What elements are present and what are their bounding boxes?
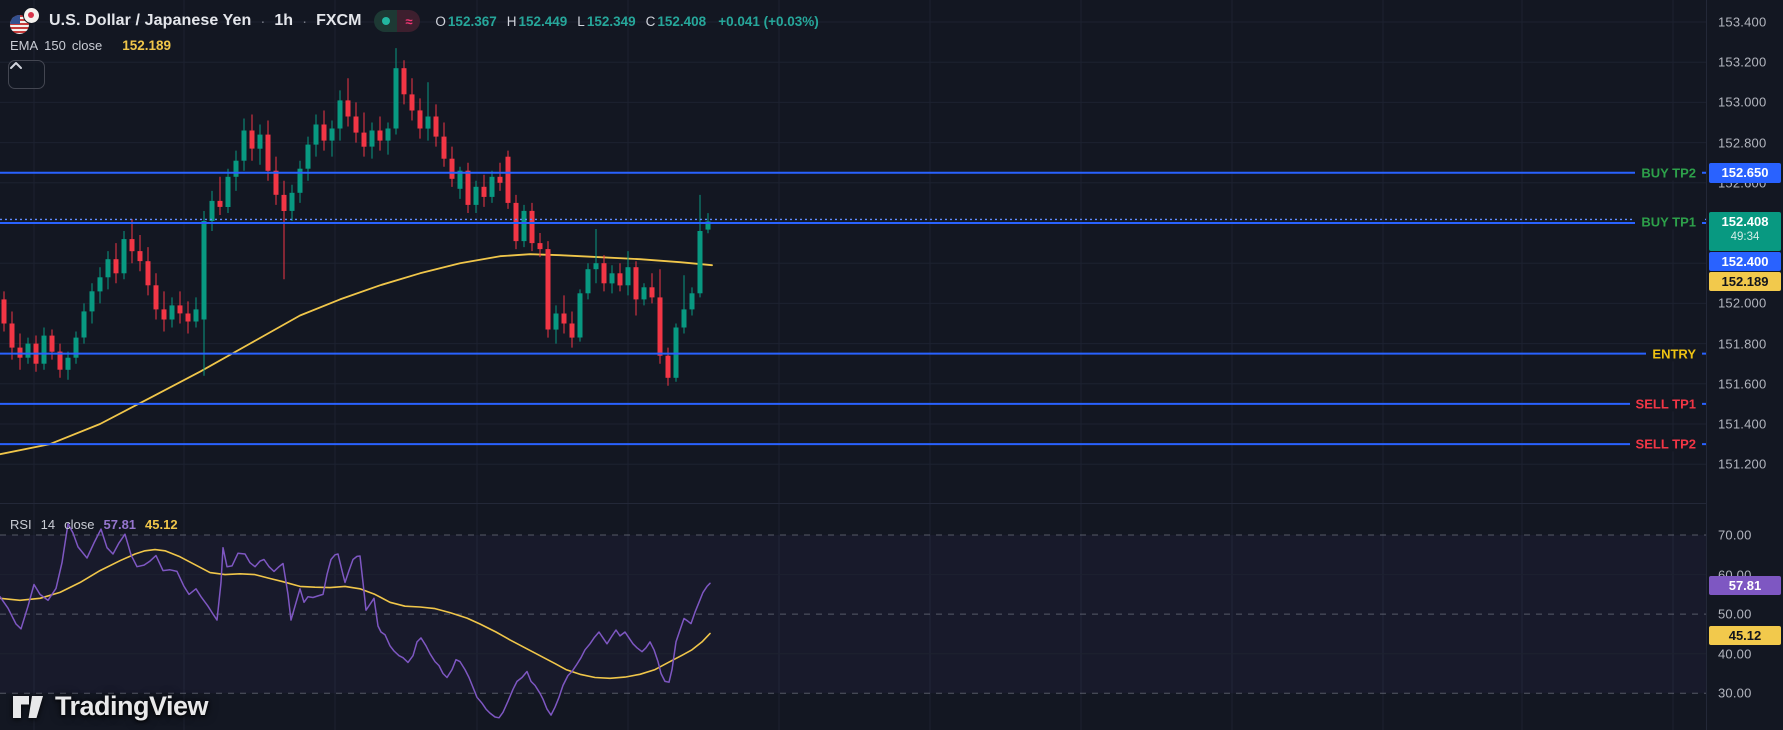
close-value: 152.408	[657, 13, 707, 29]
price-label-152-189: 152.189	[1709, 272, 1781, 291]
level-label-sell-tp1[interactable]: SELL TP1	[1629, 396, 1702, 412]
title-separator: ·	[260, 12, 266, 30]
rsi-indicator-params: 14	[40, 517, 56, 532]
ema-indicator-source: close	[71, 38, 103, 53]
low-label: L	[577, 13, 585, 29]
price-label-152-400: 152.400	[1709, 252, 1781, 271]
low-value: 152.349	[586, 13, 636, 29]
price-axis-tick: 153.400	[1718, 14, 1767, 30]
symbol-legend-row: U.S. Dollar / Japanese Yen · 1h · FXCM ≈…	[10, 7, 819, 35]
price-axis-tick: 151.400	[1718, 416, 1767, 432]
delayed-data-icon: ≈	[405, 13, 413, 29]
ema-legend-row[interactable]: EMA 150 close 152.189	[10, 38, 171, 53]
timeframe-label[interactable]: 1h	[274, 12, 294, 29]
tradingview-logo[interactable]: TradingView	[13, 691, 209, 722]
ohlc-readout: O 152.367 H 152.449 L 152.349 C 152.408 +0.0…	[435, 14, 818, 29]
title-separator: ·	[302, 12, 308, 30]
ema-indicator-name: EMA	[10, 38, 39, 53]
close-label: C	[645, 13, 656, 29]
rsi-value: 57.81	[103, 517, 137, 532]
rsi-indicator-source: close	[64, 517, 95, 532]
price-axis-tick: 151.600	[1718, 376, 1767, 392]
price-axis-tick: 153.200	[1718, 54, 1767, 70]
level-label-entry[interactable]: ENTRY	[1646, 346, 1702, 362]
ema-indicator-params: 150	[44, 38, 66, 53]
price-axis-tick: 151.800	[1718, 336, 1767, 352]
rsi-legend-row[interactable]: RSI 14 close 57.81 45.12	[10, 517, 178, 532]
symbol-title[interactable]: U.S. Dollar / Japanese Yen	[49, 12, 252, 29]
price-axis-tick: 152.000	[1718, 295, 1767, 311]
price-label-57-81: 57.81	[1709, 576, 1781, 595]
japan-flag-icon	[23, 7, 40, 24]
price-axis-tick: 30.00	[1718, 685, 1752, 701]
chevron-up-icon	[10, 62, 22, 69]
change-value: +0.041 (+0.03%)	[718, 13, 819, 29]
price-axis-tick: 151.200	[1718, 456, 1767, 472]
price-axis-tick: 40.00	[1718, 646, 1752, 662]
tradingview-logo-icon	[13, 695, 43, 718]
price-axis-tick: 70.00	[1718, 527, 1752, 543]
level-label-sell-tp2[interactable]: SELL TP2	[1629, 436, 1702, 452]
high-label: H	[506, 13, 517, 29]
price-axis-tick: 153.000	[1718, 94, 1767, 110]
rsi-indicator-name: RSI	[10, 517, 32, 532]
ema-indicator-value: 152.189	[122, 38, 172, 53]
open-value: 152.367	[447, 13, 497, 29]
market-status-toggle[interactable]: ≈	[374, 10, 421, 32]
exchange-label[interactable]: FXCM	[316, 12, 362, 29]
pane-resize-divider[interactable]	[0, 503, 1706, 504]
bar-countdown: 49:34	[1730, 231, 1760, 243]
price-label-152-408: 152.408 49:34	[1709, 212, 1781, 251]
open-label: O	[435, 13, 446, 29]
usdjpy-flag-icon	[10, 7, 40, 35]
rsi-ma-value: 45.12	[145, 517, 178, 532]
price-axis-border	[1706, 0, 1707, 730]
collapse-legend-button[interactable]	[8, 60, 45, 89]
market-open-dot-icon	[381, 17, 390, 25]
price-label-45-12: 45.12	[1709, 626, 1781, 645]
price-axis-tick: 152.800	[1718, 135, 1767, 151]
level-label-buy-tp2[interactable]: BUY TP2	[1635, 165, 1702, 181]
price-label-152-650: 152.650	[1709, 163, 1781, 183]
high-value: 152.449	[518, 13, 568, 29]
level-label-buy-tp1[interactable]: BUY TP1	[1635, 214, 1702, 230]
price-axis-tick: 50.00	[1718, 606, 1752, 622]
tradingview-wordmark: TradingView	[55, 691, 209, 721]
